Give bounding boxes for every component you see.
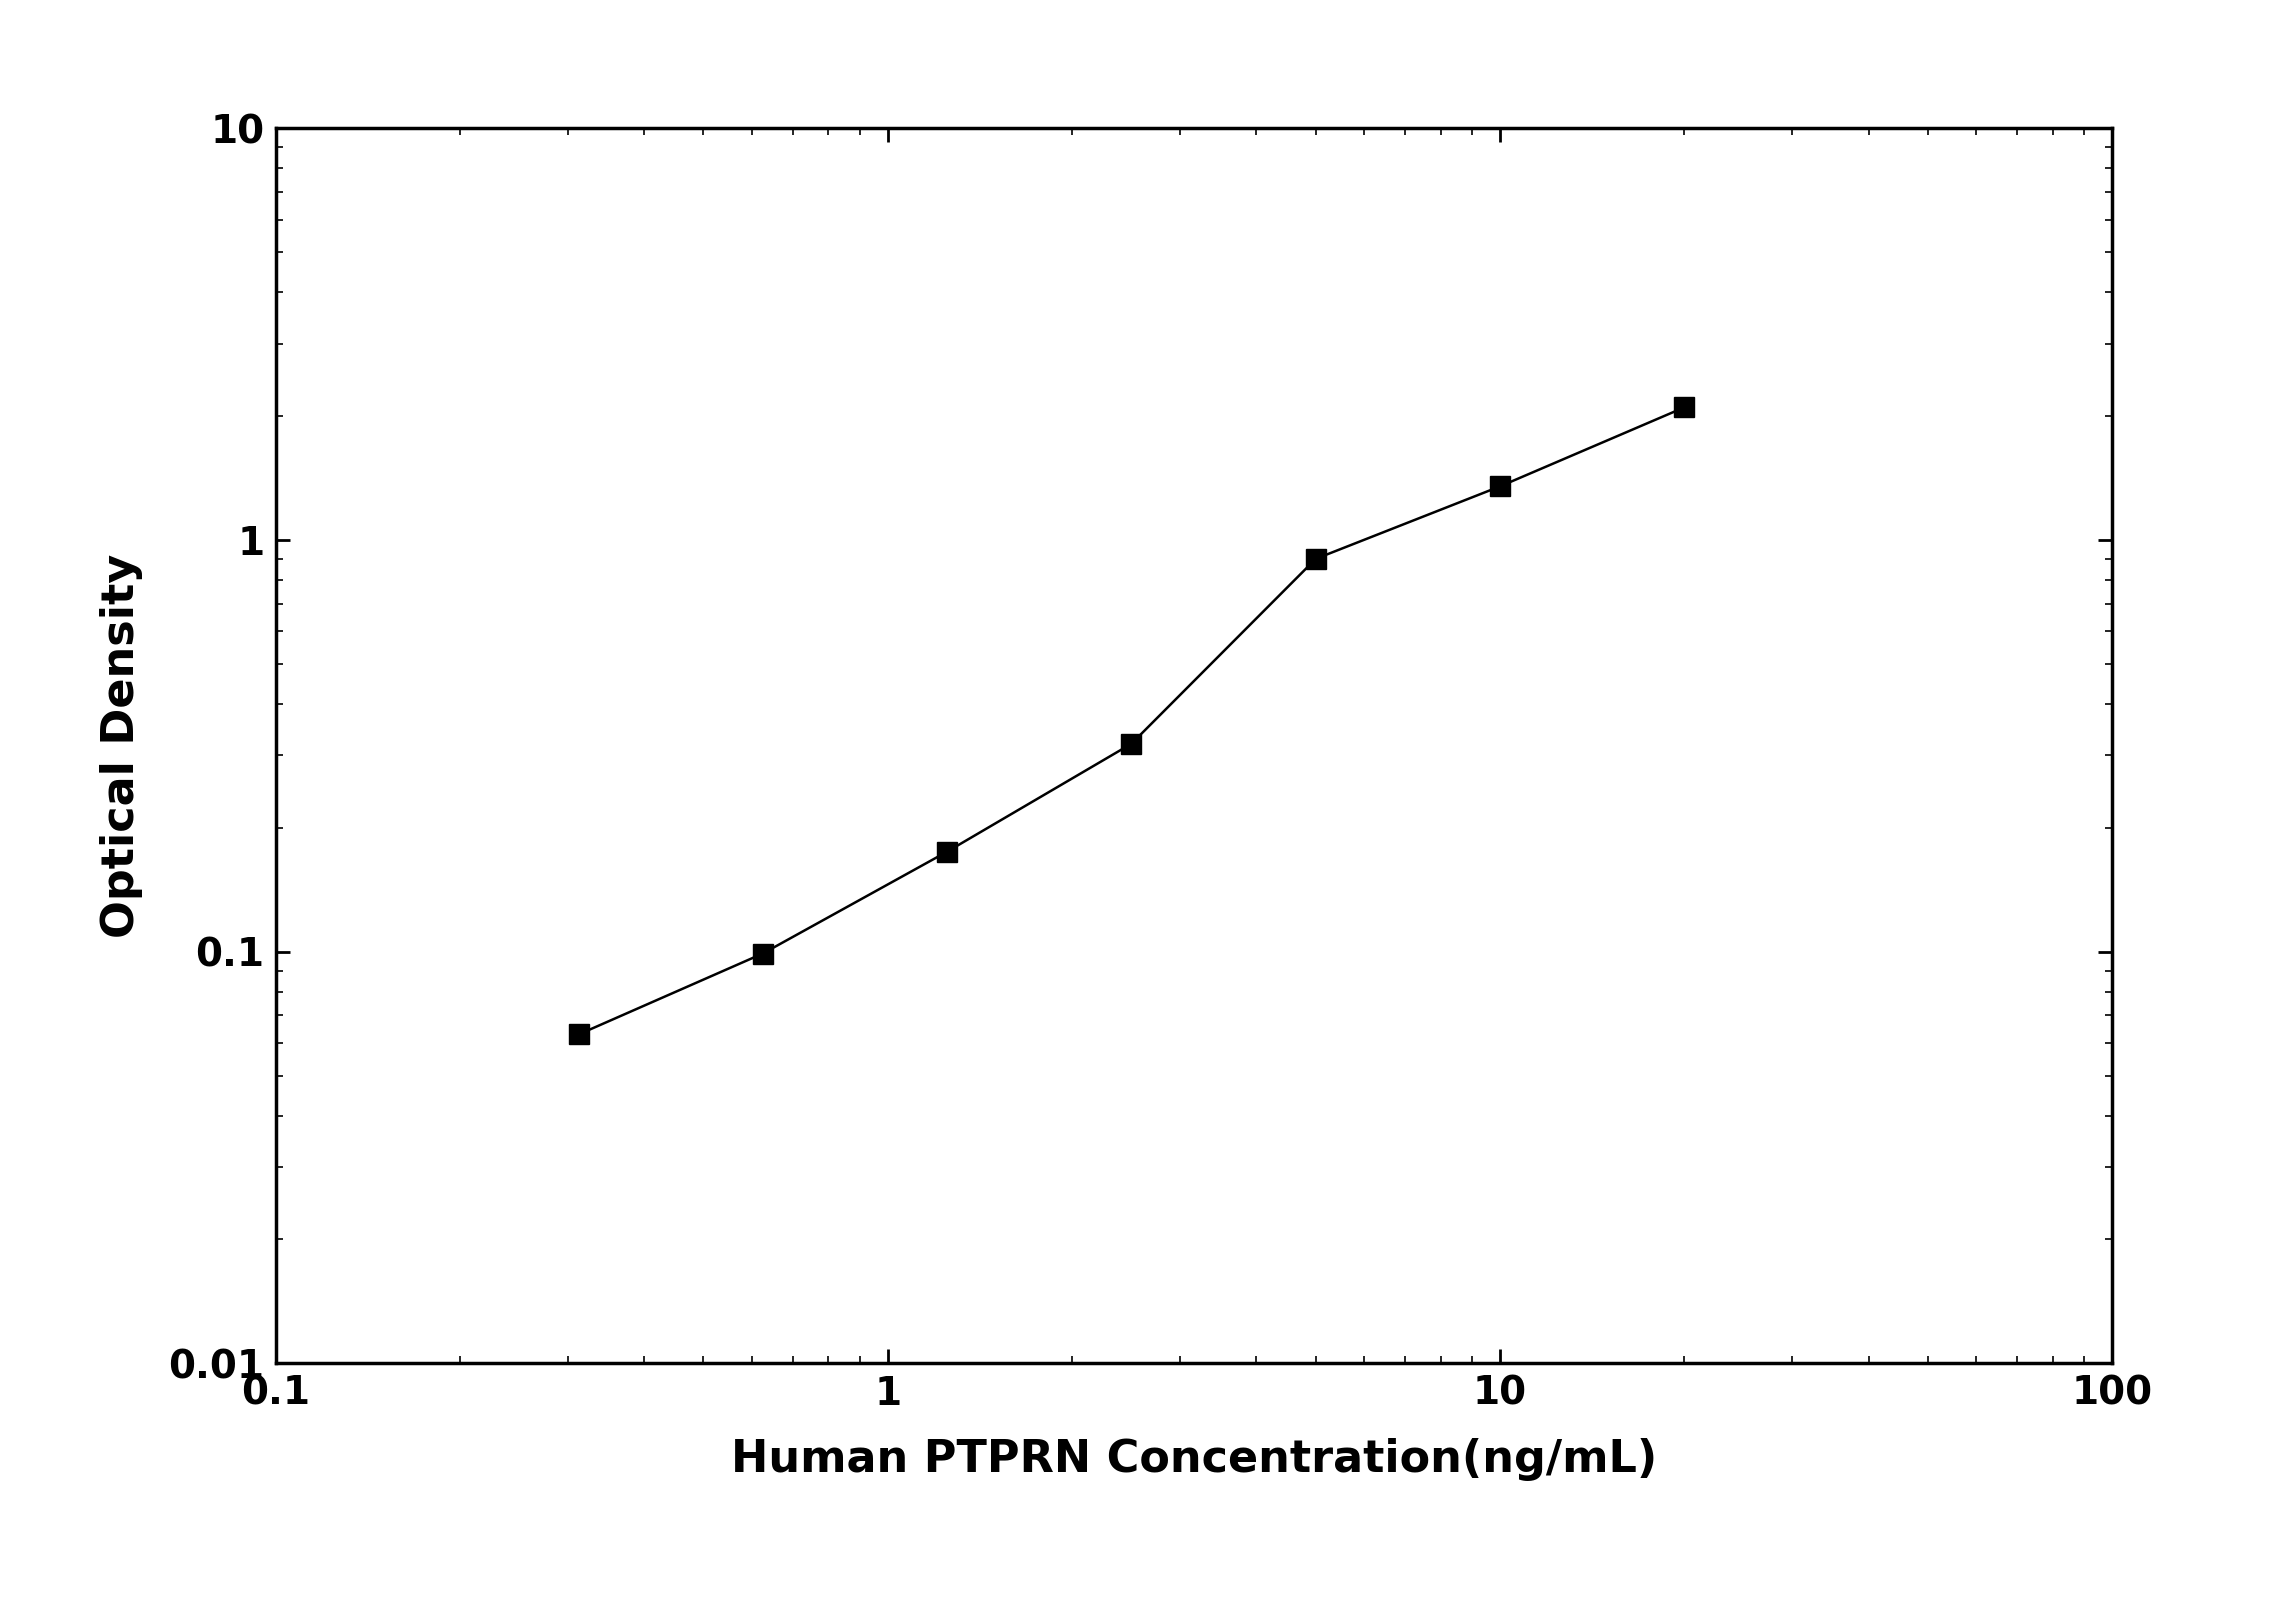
Y-axis label: Optical Density: Optical Density (101, 553, 142, 938)
X-axis label: Human PTPRN Concentration(ng/mL): Human PTPRN Concentration(ng/mL) (730, 1437, 1658, 1480)
